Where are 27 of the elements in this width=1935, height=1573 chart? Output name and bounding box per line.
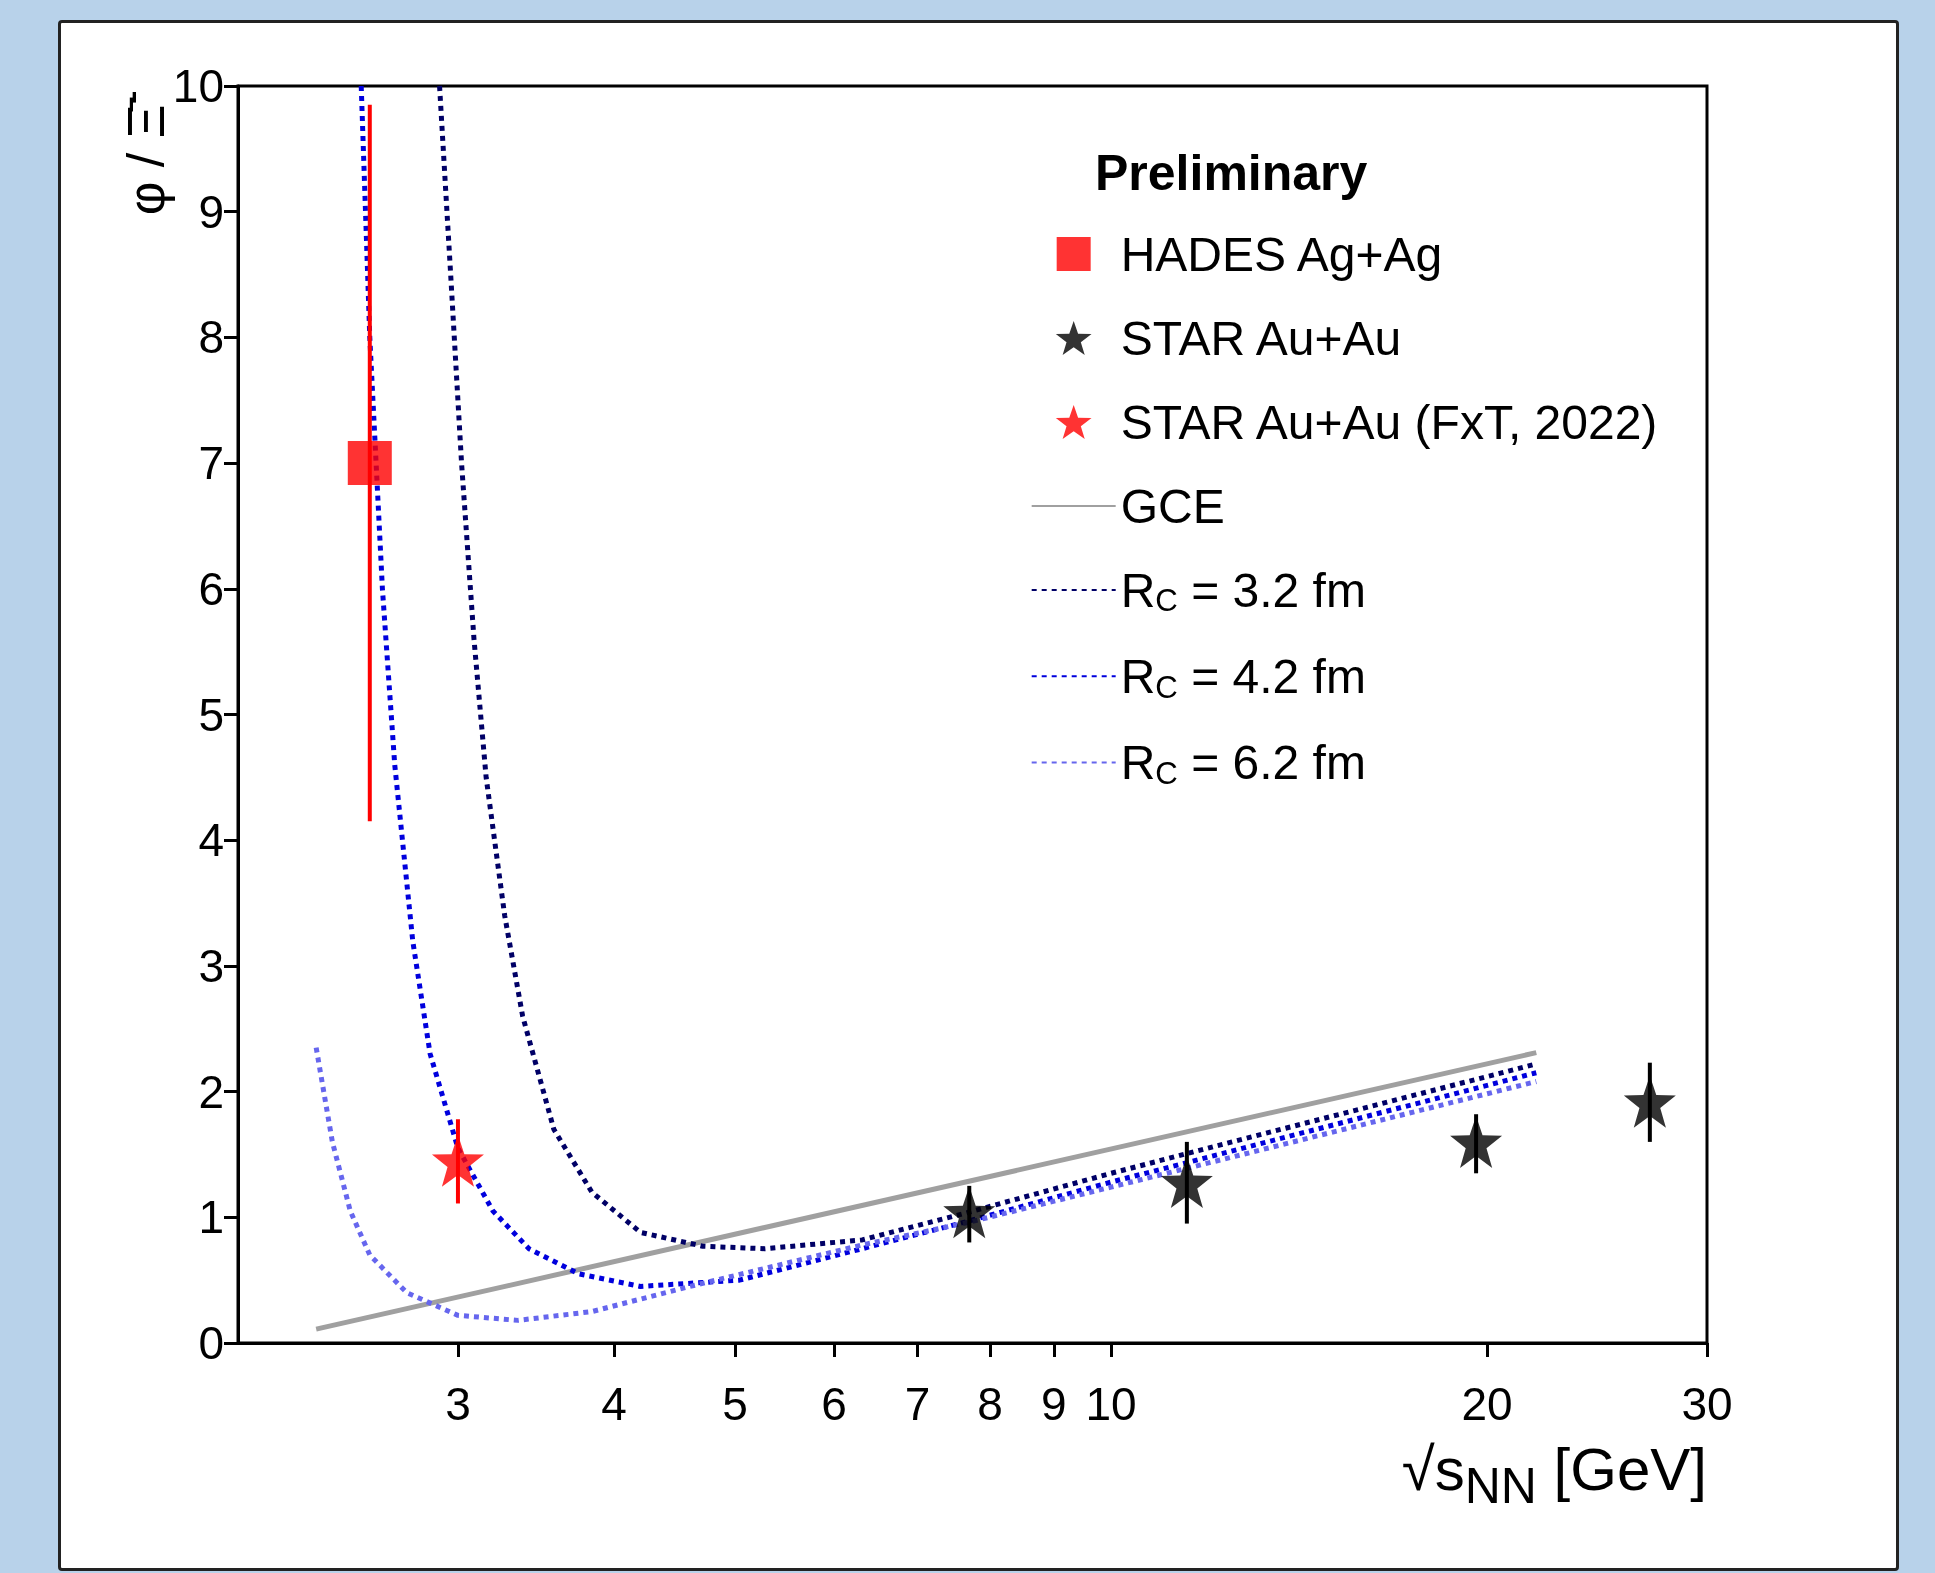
y-tick-label: 0 (198, 1317, 224, 1369)
x-tick-label: 3 (445, 1378, 471, 1430)
y-tick-label: 4 (198, 814, 224, 867)
x-tick-label: 5 (722, 1378, 748, 1430)
y-tick-label: 10 (172, 60, 224, 112)
y-tick-label: 9 (198, 185, 224, 238)
x-tick-label: 7 (904, 1378, 931, 1430)
x-tick-label: 4 (601, 1378, 627, 1430)
legend-label: STAR Au+Au (1120, 311, 1402, 365)
y-tick-label: 6 (198, 562, 224, 615)
legend-label: GCE (1120, 479, 1225, 533)
x-axis-title: √s$_{NN}$ [GeV] (1401, 1436, 1707, 1514)
x-tick-label: 9 (1041, 1378, 1067, 1430)
y-tick-label: 1 (198, 1191, 224, 1244)
y-tick-label: 8 (198, 311, 224, 364)
x-tick-label: 30 (1681, 1378, 1733, 1430)
legend-label: STAR Au+Au (FxT, 2022) (1120, 395, 1658, 449)
x-tick-label: 8 (977, 1378, 1003, 1430)
y-tick-label: 7 (198, 437, 224, 490)
x-tick-label: 6 (821, 1378, 847, 1430)
y-tick-label: 2 (198, 1065, 224, 1118)
x-tick-label: 20 (1461, 1378, 1513, 1430)
x-tick-label: 10 (1085, 1378, 1137, 1430)
y-tick-label: 5 (198, 688, 224, 741)
y-tick-label: 3 (198, 939, 224, 992)
legend-label: HADES Ag+Ag (1120, 227, 1443, 281)
annotation: Preliminary (1095, 145, 1368, 201)
